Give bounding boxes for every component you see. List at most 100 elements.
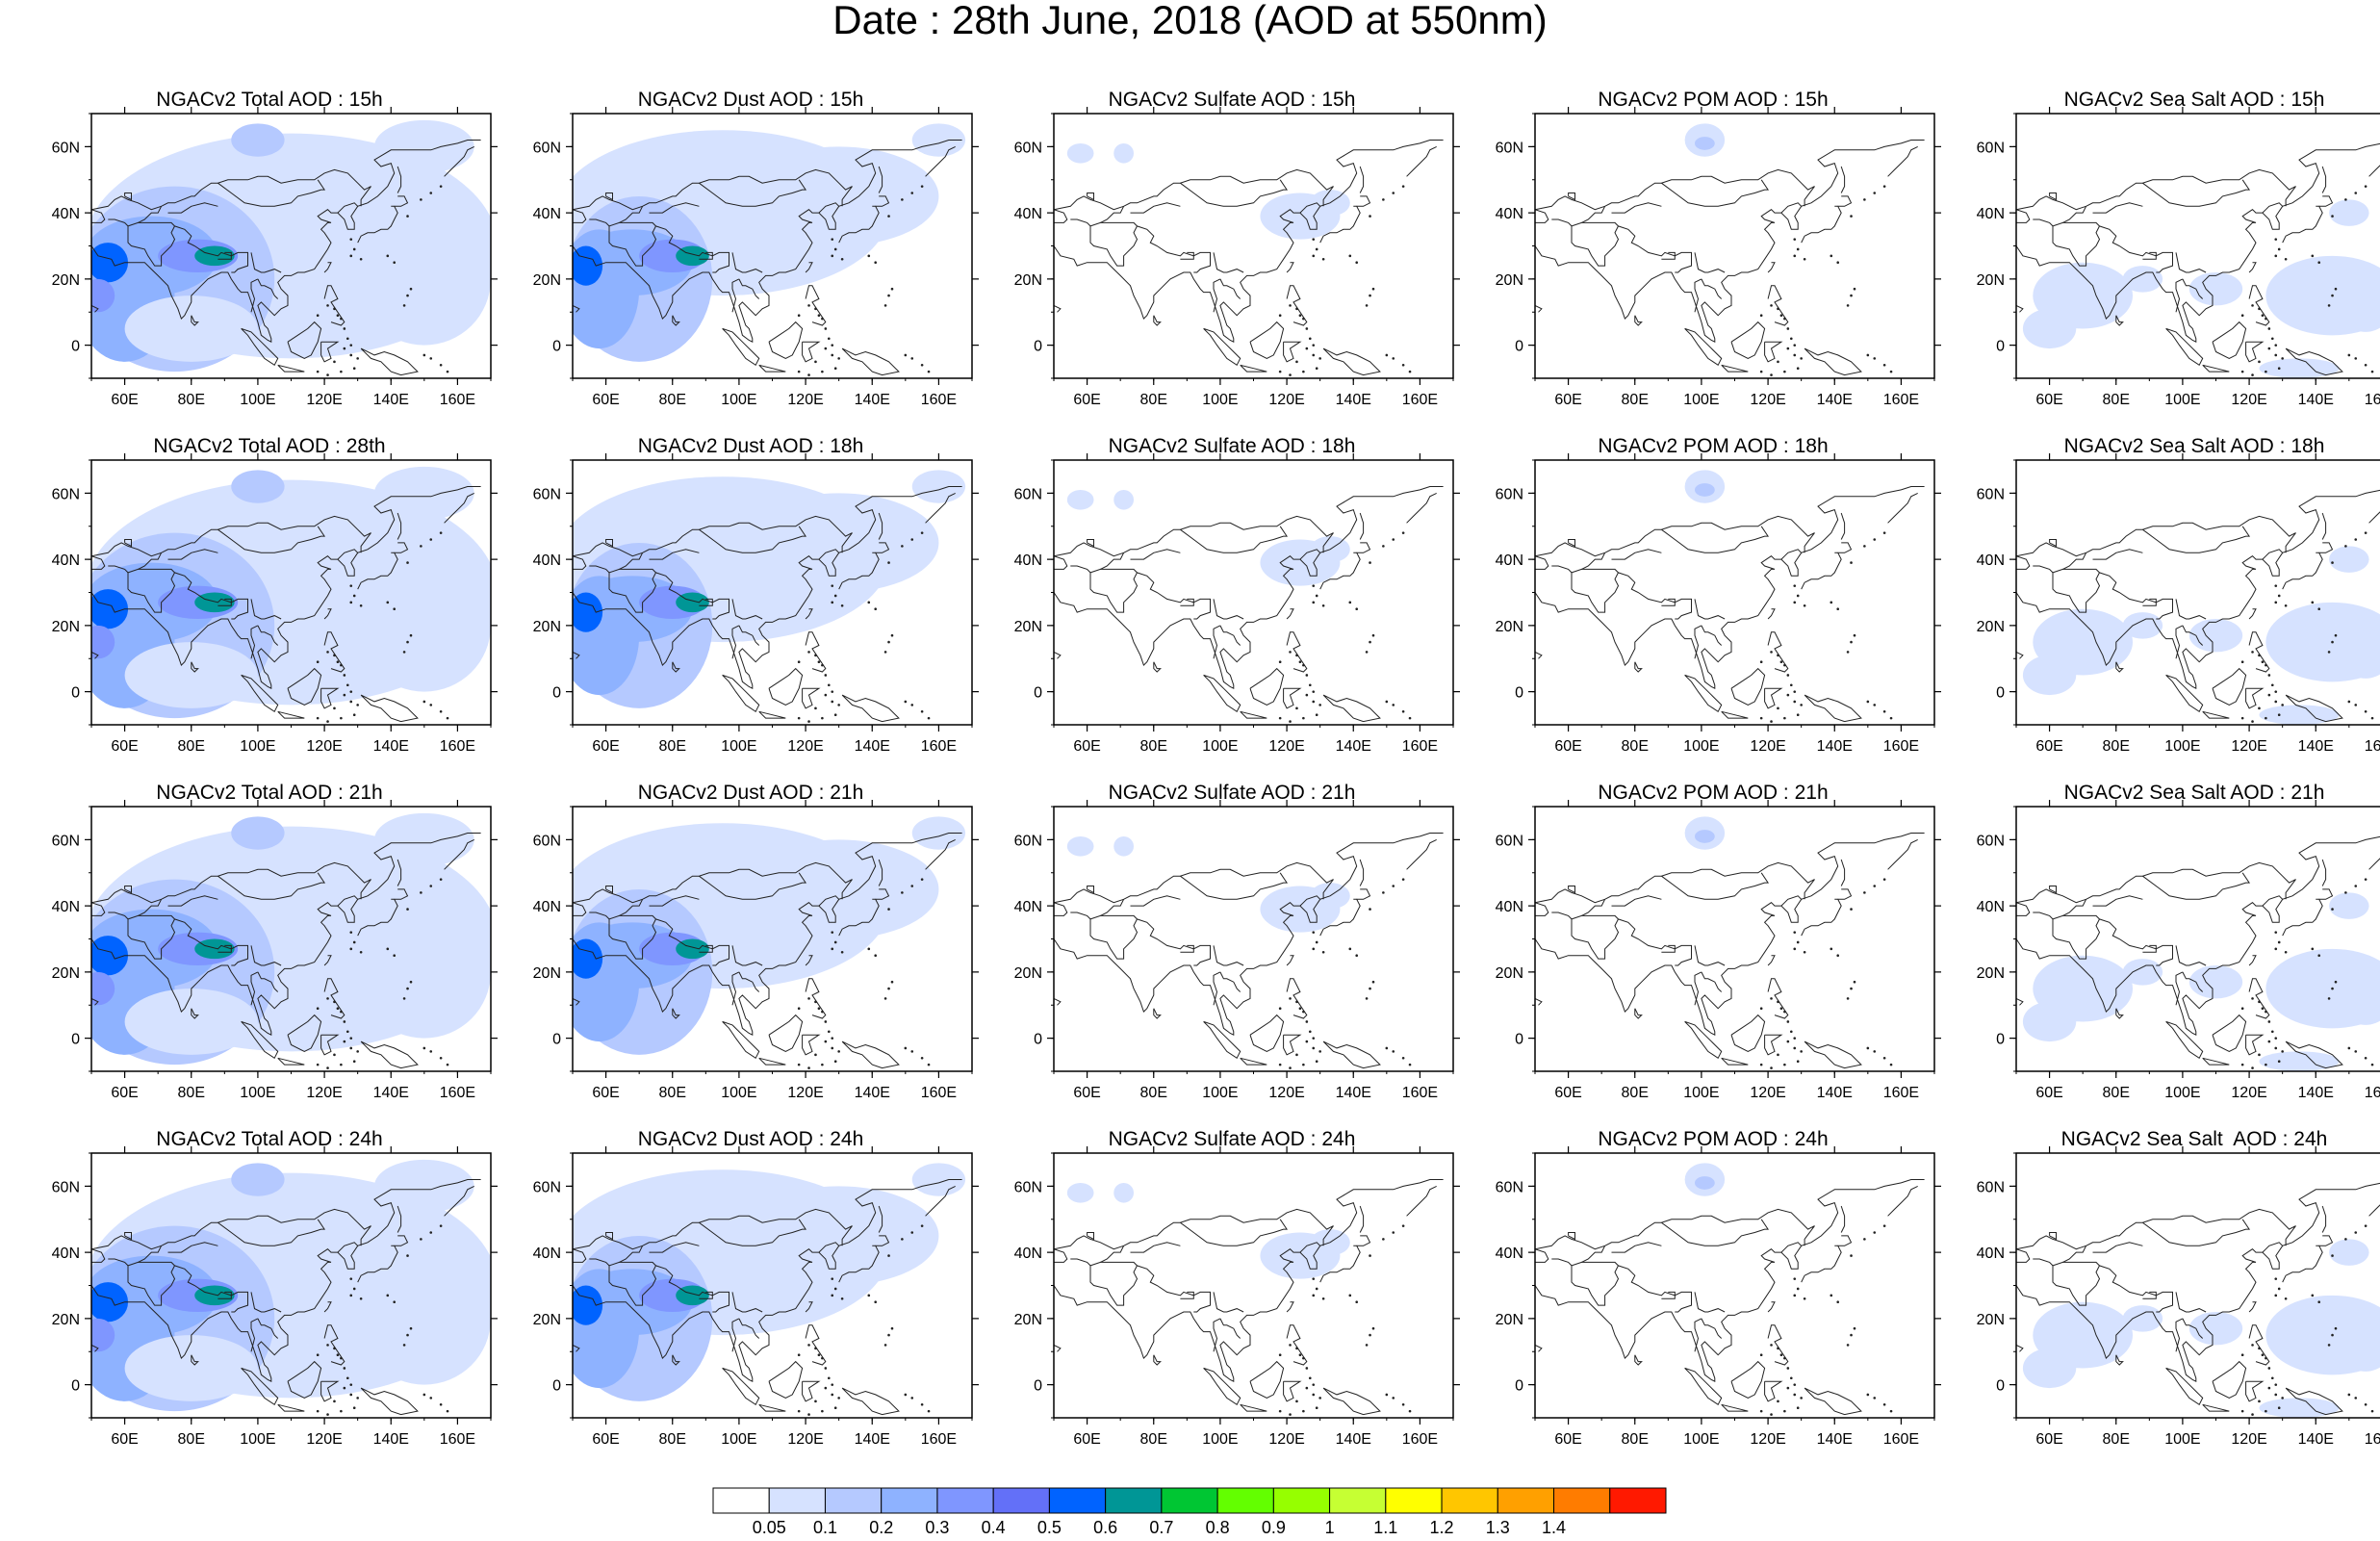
lat-label: 20N [1496,1312,1523,1328]
colorbar-box [1048,1487,1107,1514]
aod-field [2022,1239,2380,1418]
island [352,594,356,598]
lon-label: 160E [1883,738,1919,755]
island [1789,1376,1793,1380]
coastline [277,364,305,372]
island [824,1020,828,1023]
border [619,1246,644,1263]
island [2344,891,2347,894]
border [1535,515,1815,557]
coastline [1804,1387,1862,1416]
coastline [1054,997,1062,1006]
coastline [91,651,99,659]
border [138,1246,163,1263]
coastline [838,205,880,244]
lon-label: 160E [1883,1085,1919,1101]
island [359,950,363,954]
lon-label: 140E [373,392,409,408]
coastline [320,1034,340,1056]
lon-label: 80E [1622,1431,1649,1448]
island [1770,720,1773,723]
coastline [1535,555,1549,570]
island [349,1037,353,1040]
island [1803,604,1806,607]
island [2265,716,2267,720]
island [1302,1010,1305,1014]
coastline [573,651,580,659]
aod-patch [194,1285,235,1306]
island [1873,538,1877,541]
border [1089,918,1139,960]
coastline [1801,205,1842,244]
coastline [2049,886,2057,894]
lat-label: 40N [52,552,80,569]
lon-label: 160E [1883,392,1919,408]
border [1701,278,1723,299]
island [1793,238,1797,241]
aod-patch [231,816,285,850]
island [2370,716,2374,720]
border [2262,202,2284,214]
island [349,700,353,704]
island [2274,1383,2278,1386]
island [1382,198,1385,201]
border [337,549,359,560]
coastline [1286,955,1294,966]
coastline [1837,195,1853,207]
island [2274,1046,2278,1050]
aod-patch [1066,142,1094,164]
coastline [2245,687,2265,709]
island [1371,980,1375,984]
island [386,947,390,951]
coastline [323,262,332,273]
coastline [2049,1232,2057,1241]
lon-label: 80E [659,738,686,755]
coastline [2165,674,2204,713]
lon-label: 140E [1817,392,1853,408]
coastline [1767,262,1776,273]
island [2354,1050,2358,1053]
border [1780,202,1803,214]
lat-label: 60N [52,140,80,156]
island [2258,654,2261,657]
island [1793,700,1797,704]
coastline [573,140,962,343]
island [1369,294,1371,297]
island [2258,1053,2261,1057]
coastline [722,327,760,367]
aod-patch [738,1186,939,1286]
coastline [1319,552,1361,590]
coastline [2282,552,2323,590]
map-panel-dust: NGACv2 Dust AOD : 21h 60E 80E 100E 120E 140E 1… [529,780,979,1126]
island [1793,1393,1797,1397]
aod-patch [231,470,285,503]
island [1408,716,1412,720]
coastline [241,327,279,367]
coastline [1249,321,1285,359]
border [167,202,218,214]
coastline [1322,347,1381,376]
lat-label: 40N [1014,206,1042,222]
coastlines [2016,142,2380,376]
border [1611,895,1662,907]
lat-label: 0 [1515,1378,1523,1395]
island [349,1383,353,1386]
aod-patch [373,812,474,866]
border [1581,206,1606,223]
border [1130,895,1181,907]
island [831,947,834,951]
island [343,347,346,350]
island [1392,538,1395,541]
border [1611,549,1662,560]
island [1355,1300,1359,1303]
border [2262,549,2284,560]
island [2354,885,2358,887]
border [167,895,218,907]
island [2251,304,2254,307]
aod-patch [2329,199,2369,226]
coastline [241,1020,279,1060]
border [127,221,248,273]
border [2016,861,2296,904]
island [883,304,887,307]
